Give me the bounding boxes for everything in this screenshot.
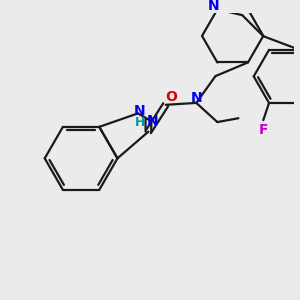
Text: N: N [208, 0, 219, 13]
Text: N: N [146, 114, 158, 128]
Text: N: N [190, 91, 202, 105]
Text: H: H [135, 116, 145, 130]
Text: O: O [166, 90, 177, 104]
Text: N: N [134, 104, 146, 118]
Text: F: F [259, 123, 268, 137]
